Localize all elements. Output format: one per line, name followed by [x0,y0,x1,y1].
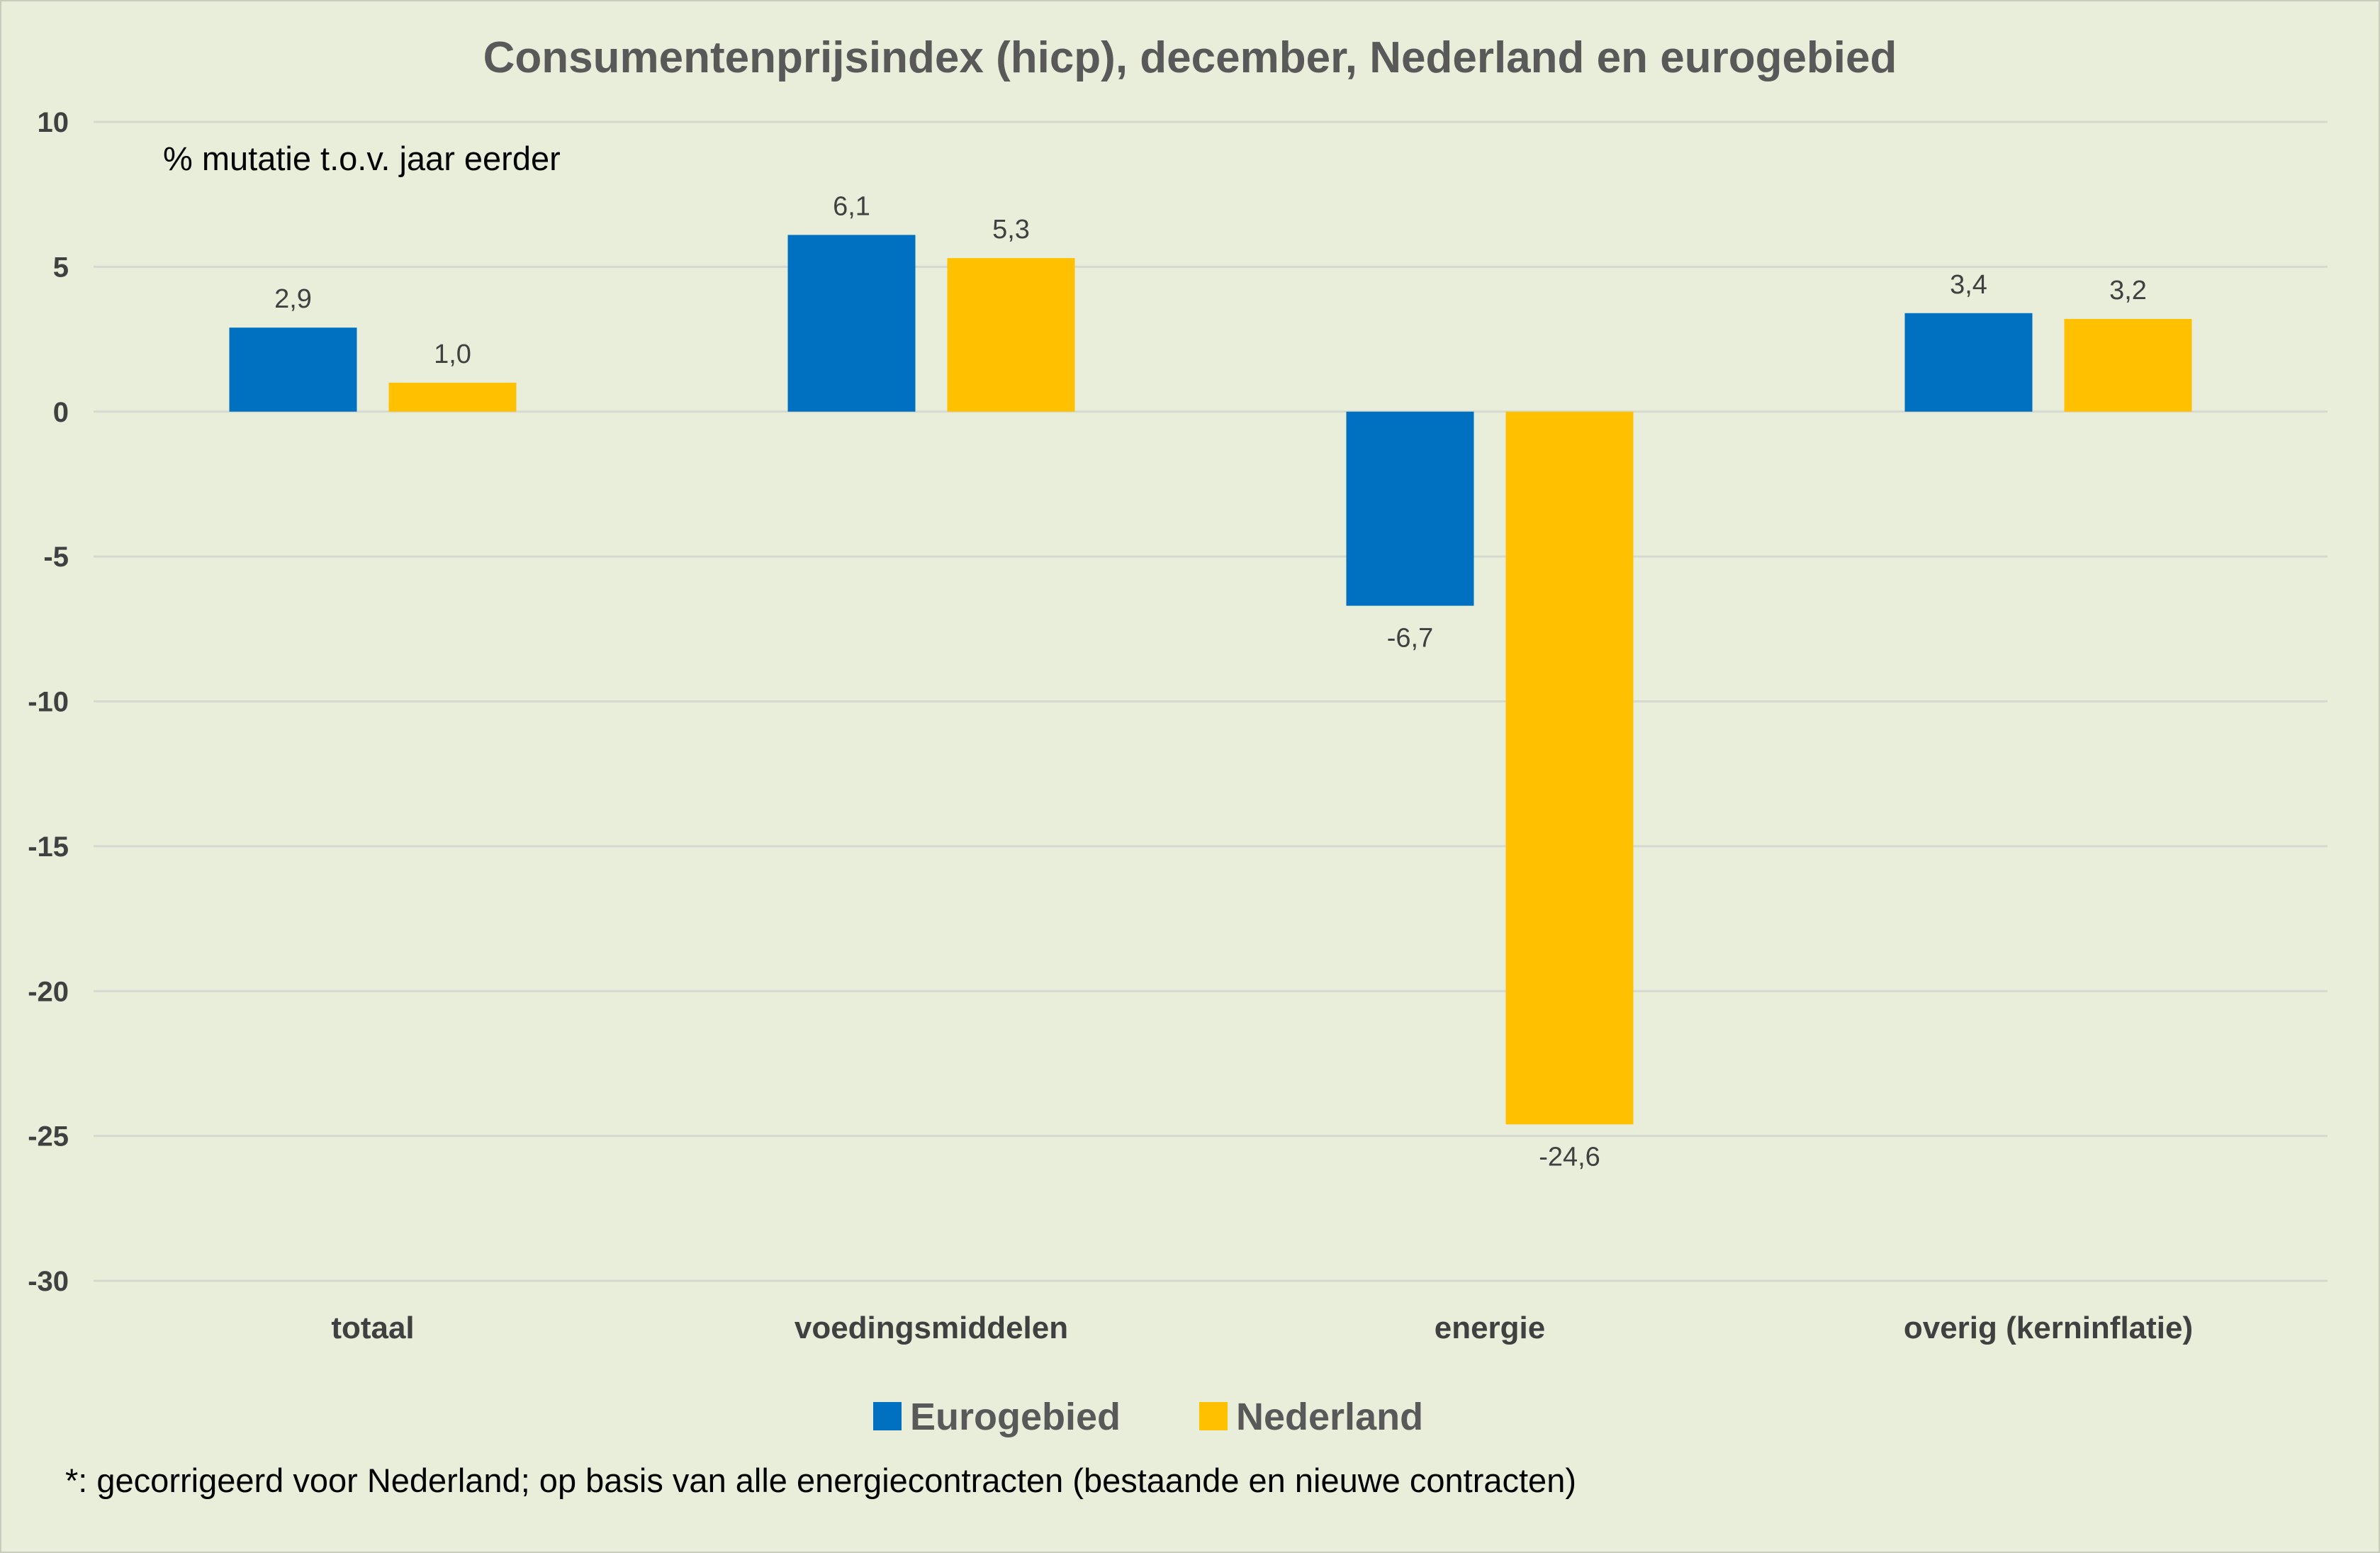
legend-label-eurogebied: Eurogebied [910,1396,1121,1438]
bar-nederland-3 [1505,411,1634,1125]
footnote: *: gecorrigeerd voor Nederland; op basis… [65,1462,1576,1499]
data-label: 1,0 [434,340,471,369]
y-tick-label: -10 [28,687,69,718]
legend: Eurogebied Nederland [873,1396,1423,1438]
category-label: energie [1435,1311,1546,1345]
gridlines [94,120,2328,1282]
category-labels: totaal voedingsmiddelen energie overig (ker… [331,1311,2193,1345]
category-label: voedingsmiddelen [795,1311,1068,1345]
bar-nederland-4 [2064,318,2192,412]
y-tick-label: -30 [28,1266,69,1297]
bar-eurogebied-3 [1346,411,1474,606]
data-label: 2,9 [274,284,312,314]
y-tick-label: 10 [38,107,69,138]
bars [229,235,2192,1125]
y-tick-label: -5 [43,542,69,573]
legend-swatch-eurogebied [873,1402,902,1430]
y-tick-label: 5 [53,252,69,283]
chart-subtitle: % mutatie t.o.v. jaar eerder [163,140,561,177]
legend-label-nederland: Nederland [1236,1396,1423,1438]
legend-swatch-nederland [1199,1402,1228,1430]
bar-eurogebied-2 [787,235,916,412]
data-labels: 2,9 1,0 6,1 5,3 -6,7 -24,6 3,4 3,2 [274,191,2147,1172]
bar-eurogebied-4 [1904,313,2033,412]
y-tick-label: 0 [53,397,69,428]
chart-title: Consumentenprijsindex (hicp), december, … [483,33,1897,82]
category-label: totaal [331,1311,414,1345]
category-label: overig (kerninflatie) [1904,1311,2193,1345]
y-axis-tick-labels: 10 5 0 -5 -10 -15 -20 -25 -30 [28,107,69,1297]
data-label: 6,1 [833,191,870,221]
y-tick-label: -20 [28,976,69,1007]
data-label: 5,3 [992,215,1030,245]
y-tick-label: -25 [28,1121,69,1153]
bar-nederland-1 [388,382,517,412]
data-label: -6,7 [1387,624,1433,654]
data-label: 3,2 [2109,276,2147,305]
bar-nederland-2 [947,258,1075,412]
data-label: -24,6 [1539,1142,1600,1172]
data-label: 3,4 [1950,270,1987,300]
bar-eurogebied-1 [229,327,357,412]
y-tick-label: -15 [28,831,69,863]
